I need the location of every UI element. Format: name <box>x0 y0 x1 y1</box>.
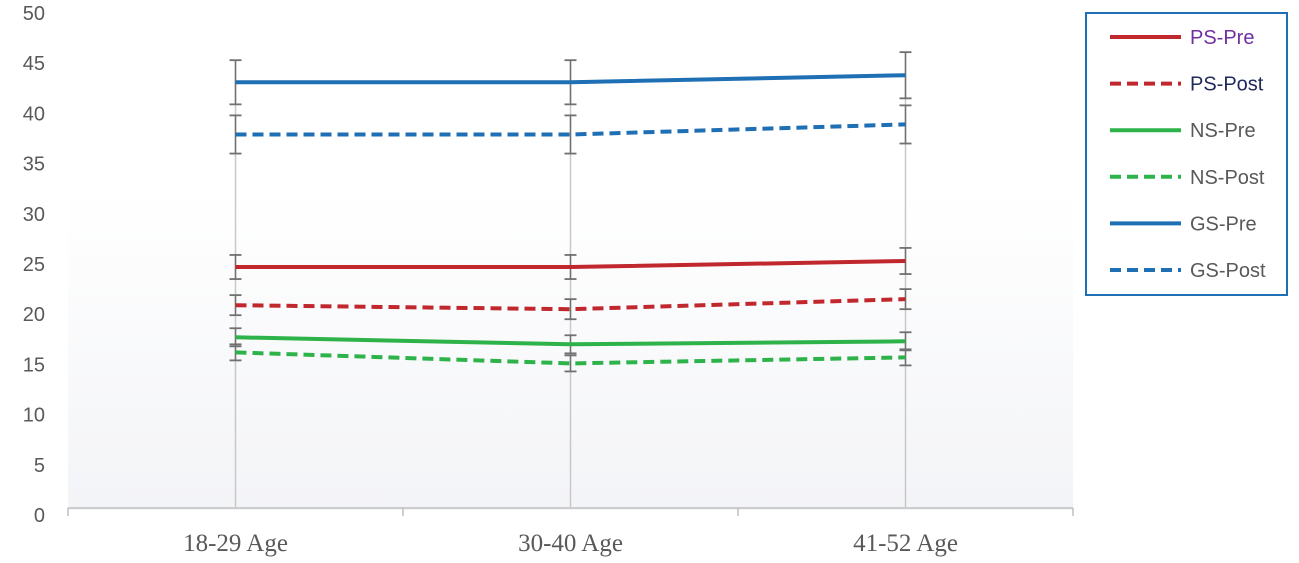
y-tick-label: 20 <box>23 304 45 326</box>
y-tick-label: 0 <box>34 505 45 527</box>
series-lines <box>235 73 906 366</box>
y-tick-label: 50 <box>23 3 45 25</box>
legend-label: GS-Post <box>1190 260 1266 282</box>
legend-label: NS-Post <box>1190 167 1265 189</box>
y-tick-label: 40 <box>23 103 45 125</box>
legend-label: PS-Post <box>1190 74 1264 96</box>
legend-label: PS-Pre <box>1190 27 1254 49</box>
x-tick-label: 41-52 Age <box>853 530 958 557</box>
legend-label: GS-Pre <box>1190 213 1257 235</box>
y-tick-label: 30 <box>23 204 45 226</box>
x-tick-label: 18-29 Age <box>183 530 288 557</box>
x-tick-label: 30-40 Age <box>518 530 623 557</box>
y-tick-label: 10 <box>23 405 45 427</box>
series-line-ns-pre <box>235 335 906 347</box>
y-tick-label: 25 <box>23 254 45 276</box>
series-line-ps-post <box>235 297 906 312</box>
series-line-ns-post <box>235 350 906 366</box>
y-tick-label: 35 <box>23 154 45 176</box>
y-tick-label: 5 <box>34 455 45 477</box>
series-line-gs-pre <box>235 73 906 85</box>
legend: PS-Pre PS-Post NS-Pre NS-Post GS-Pre GS-Post <box>1085 12 1288 296</box>
legend-label: NS-Pre <box>1190 120 1256 142</box>
y-tick-label: 15 <box>23 354 45 376</box>
x-axis: 18-29 Age 30-40 Age 41-52 Age <box>67 507 1074 557</box>
series-line-gs-post <box>235 122 906 137</box>
legend-box <box>1085 12 1288 296</box>
series-line-ps-pre <box>235 259 906 269</box>
y-axis: 0 5 10 15 20 25 30 35 40 45 50 <box>23 3 45 527</box>
y-tick-label: 45 <box>23 53 45 75</box>
